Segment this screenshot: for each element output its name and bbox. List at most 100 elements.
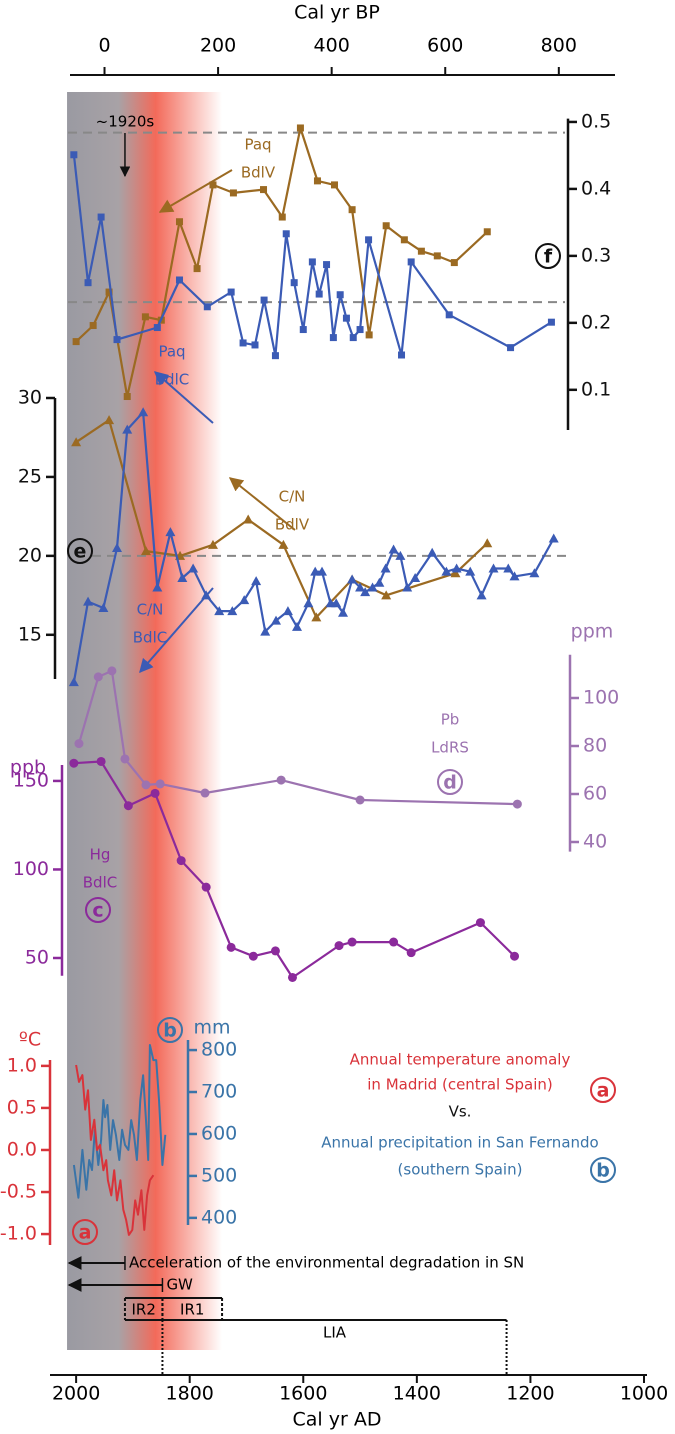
data-point — [388, 544, 399, 554]
data-point — [400, 236, 408, 244]
data-point — [72, 338, 80, 346]
data-point — [165, 527, 176, 537]
data-point — [70, 151, 78, 159]
data-point — [367, 582, 378, 592]
bottom-tick-label: 2000 — [52, 1383, 100, 1405]
y-tick-label: 0.2 — [581, 311, 611, 333]
top-tick-label: 200 — [200, 35, 236, 57]
data-point — [200, 788, 210, 798]
series-label-arrow — [153, 371, 214, 424]
data-point — [84, 279, 92, 287]
data-point — [251, 341, 259, 349]
data-point — [310, 566, 321, 576]
period-label: IR2 — [132, 1301, 156, 1319]
panel-letter-circle — [85, 897, 111, 923]
panel-letter-circle — [67, 538, 93, 564]
data-point — [270, 946, 280, 956]
bottom-tick-label: 1200 — [506, 1383, 554, 1405]
data-point — [488, 563, 499, 573]
y-tick-label: 20 — [18, 544, 42, 566]
bottom-tick-label: 1800 — [166, 1383, 214, 1405]
data-point — [69, 758, 79, 768]
data-point — [381, 590, 392, 600]
data-point — [410, 572, 421, 582]
y-tick-label: 50 — [25, 946, 49, 968]
series-line — [75, 419, 489, 619]
series-line — [77, 669, 518, 806]
data-point — [382, 222, 390, 230]
data-point — [227, 606, 238, 616]
data-point — [203, 303, 211, 311]
y-tick-label: 40 — [583, 831, 607, 853]
y-axis-unit: mm — [193, 1017, 230, 1039]
data-point — [349, 334, 357, 342]
series-label: BdlC — [133, 629, 167, 647]
series-label-arrow — [158, 169, 233, 213]
y-tick-label: 0.5 — [7, 1096, 37, 1118]
data-point — [296, 124, 304, 132]
y-tick-label: 700 — [201, 1081, 237, 1103]
panel-letter-circle — [157, 1017, 183, 1043]
data-point — [278, 213, 286, 221]
data-point — [68, 677, 79, 687]
data-point — [355, 795, 365, 805]
data-point — [107, 666, 117, 676]
data-point — [141, 313, 149, 321]
y-tick-label: 15 — [18, 623, 42, 645]
data-point — [226, 942, 236, 952]
series-label-arrow — [228, 477, 296, 531]
data-point — [450, 259, 458, 267]
panel-letter-circle — [437, 769, 463, 795]
data-point — [389, 937, 399, 947]
data-point — [355, 582, 366, 592]
data-point — [83, 596, 94, 606]
top-tick-label: 600 — [427, 35, 463, 57]
annotation: in Madrid (central Spain) — [367, 1076, 553, 1094]
y-tick-label: 150 — [13, 769, 49, 791]
y-tick-label: 100 — [583, 687, 619, 709]
series-label: Hg — [90, 846, 111, 864]
y-tick-label: 0.0 — [7, 1138, 37, 1160]
data-point — [299, 326, 307, 334]
data-point — [483, 228, 491, 236]
data-point — [315, 290, 323, 298]
data-point — [406, 948, 416, 958]
data-point — [287, 972, 297, 982]
data-point — [433, 252, 441, 260]
data-point — [529, 568, 540, 578]
data-point — [365, 331, 373, 339]
series-label: Pb — [441, 711, 460, 729]
data-point — [96, 756, 106, 766]
data-point — [260, 296, 268, 304]
data-point — [209, 181, 217, 189]
period-label: IR1 — [180, 1301, 204, 1319]
panel-letter: f — [544, 246, 553, 268]
data-point — [308, 258, 316, 266]
panel-letter: d — [443, 772, 457, 794]
data-point — [356, 326, 364, 334]
series-label: BdlC — [83, 874, 117, 892]
y-tick-label: 0.4 — [581, 177, 611, 199]
y-tick-label: 30 — [18, 387, 42, 409]
data-point — [323, 261, 331, 269]
y-tick-label: 600 — [201, 1122, 237, 1144]
y-tick-label: -1.0 — [0, 1223, 37, 1245]
data-point — [509, 571, 520, 581]
data-point — [507, 344, 515, 352]
panel-letter-circle — [72, 1219, 98, 1245]
data-point — [475, 918, 485, 928]
data-point — [510, 951, 520, 961]
data-point — [482, 538, 493, 548]
data-point — [227, 288, 235, 296]
data-point — [317, 566, 328, 576]
annotation: Annual precipitation in San Fernando — [321, 1134, 598, 1152]
top-tick-label: 800 — [541, 35, 577, 57]
data-point — [512, 799, 522, 809]
data-point — [104, 415, 115, 425]
data-point — [476, 590, 487, 600]
data-point — [445, 311, 453, 319]
data-point — [503, 563, 514, 573]
data-point — [465, 566, 476, 576]
data-point — [547, 318, 555, 326]
data-point — [260, 186, 268, 194]
